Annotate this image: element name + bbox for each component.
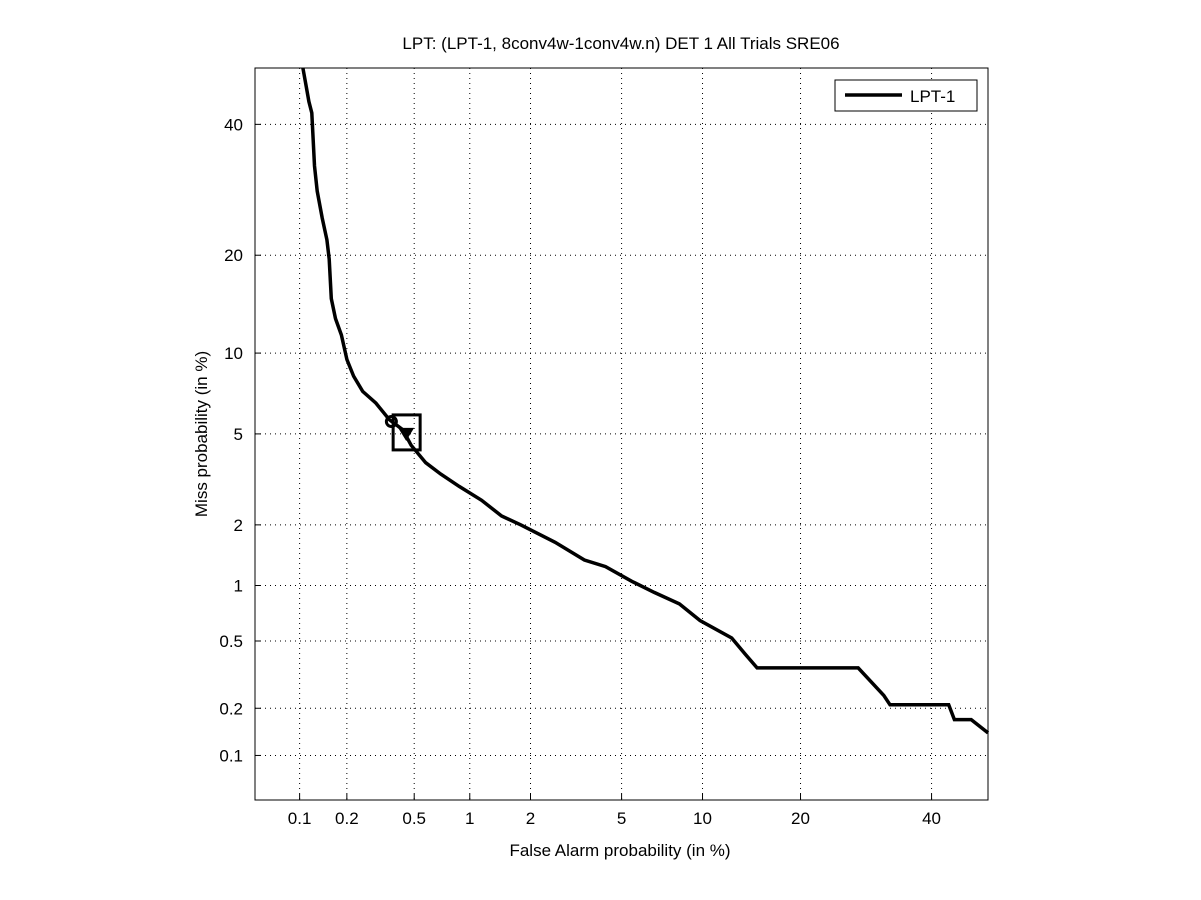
- x-tick-label: 0.5: [402, 809, 426, 828]
- y-axis-label: Miss probability (in %): [192, 351, 211, 517]
- confidence-box-square: [391, 413, 422, 452]
- grid: [255, 68, 988, 800]
- x-tick-label: 2: [526, 809, 535, 828]
- markers: [384, 413, 422, 452]
- y-tick-label: 20: [224, 246, 243, 265]
- y-tick-label: 1: [234, 577, 243, 596]
- x-axis-label: False Alarm probability (in %): [509, 841, 730, 860]
- min-dcf-point-triangle: [398, 427, 415, 441]
- legend-label: LPT-1: [910, 87, 955, 106]
- y-tick-label: 40: [224, 115, 243, 134]
- y-tick-label: 2: [234, 516, 243, 535]
- x-tick-label: 10: [693, 809, 712, 828]
- y-tick-label: 0.5: [219, 632, 243, 651]
- y-tick-label: 0.1: [219, 746, 243, 765]
- chart-title: LPT: (LPT-1, 8conv4w-1conv4w.n) DET 1 Al…: [402, 34, 839, 53]
- y-tick-label: 0.2: [219, 699, 243, 718]
- x-tick-label: 0.2: [335, 809, 359, 828]
- legend: LPT-1: [834, 79, 978, 112]
- x-tick-label: 5: [617, 809, 626, 828]
- x-tick-label: 40: [922, 809, 941, 828]
- x-tick-label: 1: [465, 809, 474, 828]
- x-tick-label: 20: [791, 809, 810, 828]
- ticks: 0.1 0.2 0.5 1 2 5 10 20 40 0.1 0.2 0.5 1 2 5 10 20 40: [219, 115, 941, 828]
- y-tick-label: 10: [224, 344, 243, 363]
- actual-decision-point-circle: [384, 415, 398, 429]
- series-line-lpt-1: [301, 67, 990, 735]
- y-tick-label: 5: [234, 425, 243, 444]
- x-tick-label: 0.1: [288, 809, 312, 828]
